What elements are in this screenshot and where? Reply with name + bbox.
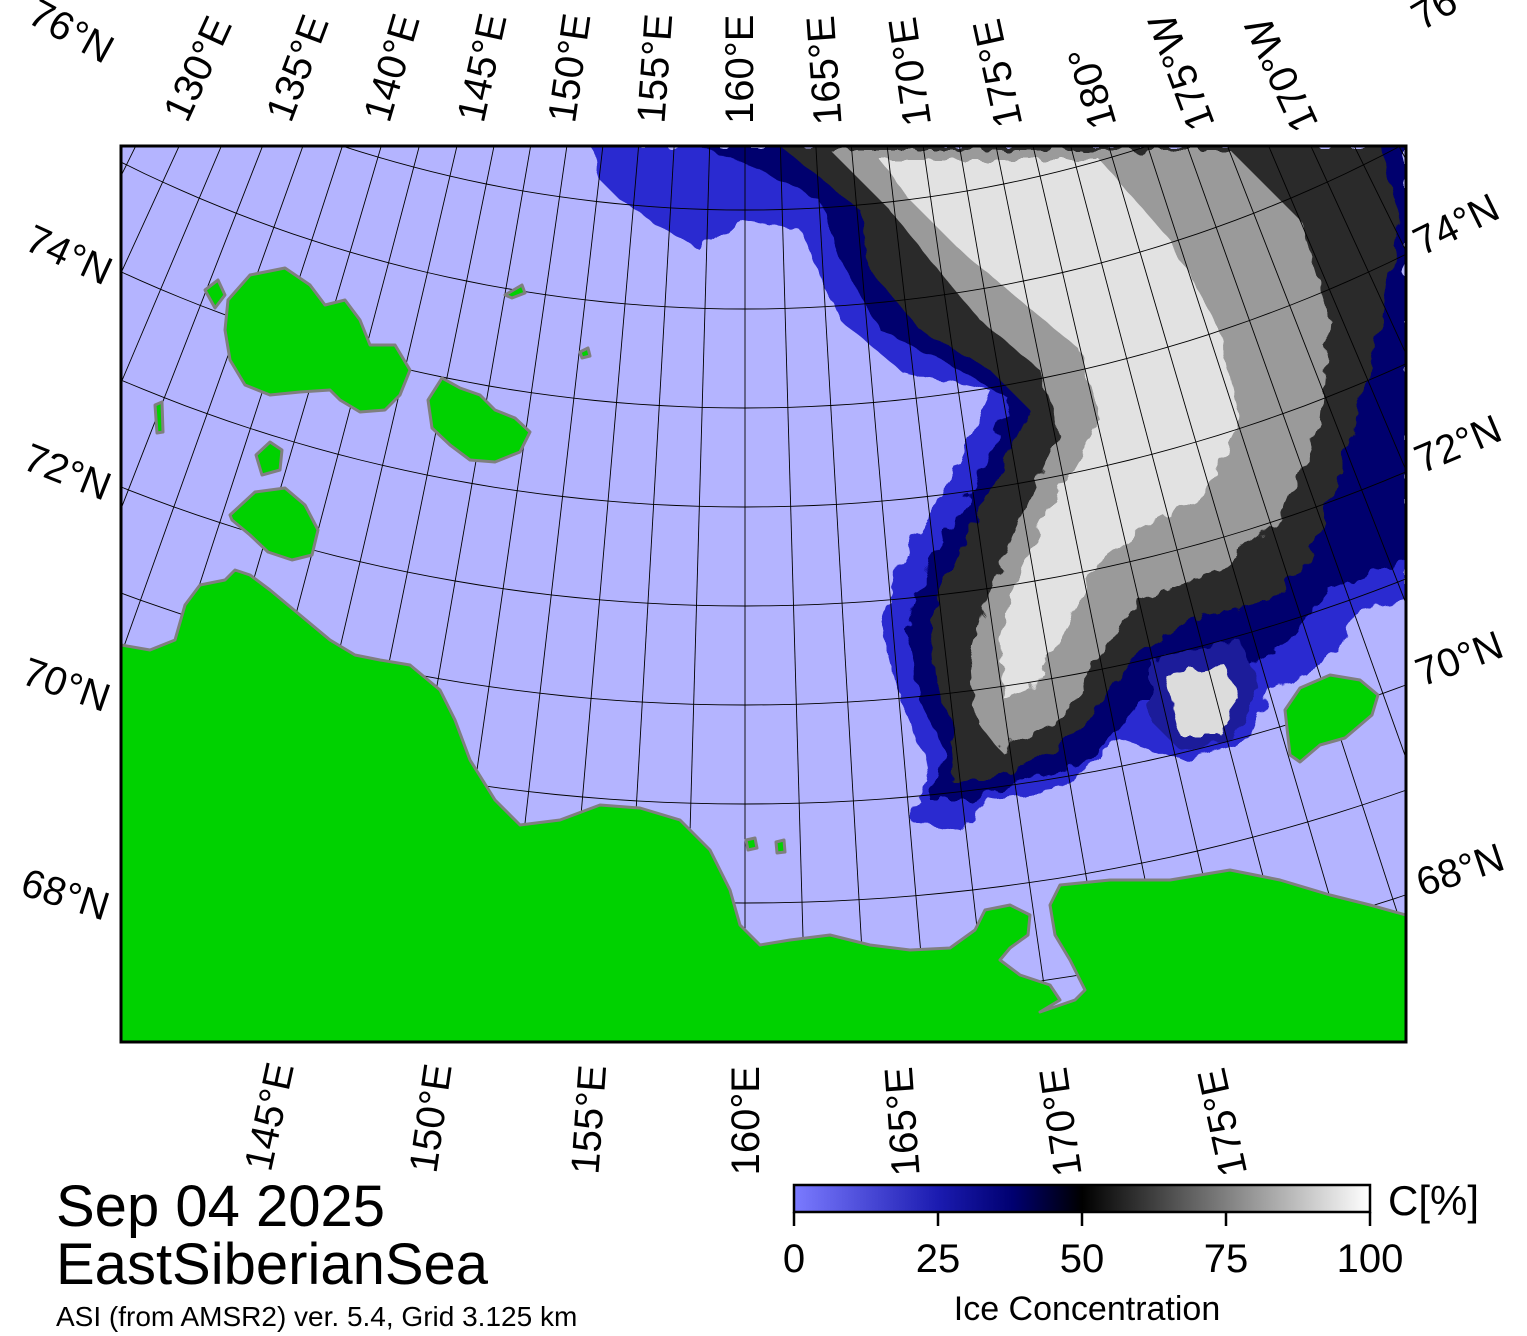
top-lon-tick-label: 170°E bbox=[881, 14, 940, 129]
colorbar: 0 25 50 75 100 C[%] Ice Concentration bbox=[783, 1177, 1479, 1328]
left-lat-tick-label: 68°N bbox=[16, 861, 114, 930]
bottom-lon-tick-label: 170°E bbox=[1032, 1065, 1091, 1180]
top-lon-tick-label: 175°E bbox=[965, 15, 1031, 131]
island-tiny-1 bbox=[153, 400, 165, 435]
colorbar-tick-label: 100 bbox=[1337, 1237, 1404, 1281]
island-bear-1 bbox=[744, 836, 759, 852]
top-lon-tick-label: 175°W bbox=[1140, 8, 1223, 136]
source-label: ASI (from AMSR2) ver. 5.4, Grid 3.125 km bbox=[56, 1301, 577, 1332]
top-lon-tick-label: 145°E bbox=[449, 10, 515, 126]
meridian-line bbox=[121, 146, 264, 511]
island-new-siberia bbox=[426, 376, 532, 464]
right-lat-tick-label: 74°N bbox=[1407, 185, 1507, 264]
top-lon-tick-label: 150°E bbox=[540, 11, 599, 126]
top-lon-tick-label: 130°E bbox=[155, 10, 241, 128]
top-lon-tick-label: 135°E bbox=[258, 9, 338, 127]
island-kotelny bbox=[223, 266, 412, 414]
island-wrangel bbox=[1283, 673, 1380, 764]
bottom-longitude-labels: 145°E 150°E 155°E 160°E 165°E 170°E 175°E bbox=[237, 1059, 1256, 1181]
meridian-line bbox=[1226, 146, 1406, 605]
colorbar-tick-label: 0 bbox=[783, 1237, 805, 1281]
island-lyakhovsky bbox=[228, 486, 320, 562]
left-lat-tick-label: 76°N bbox=[21, 0, 121, 72]
top-lon-tick-label: 155°E bbox=[629, 12, 681, 124]
bottom-lon-tick-label: 145°E bbox=[237, 1059, 303, 1175]
top-lon-tick-label: 165°E bbox=[799, 14, 851, 126]
right-lat-tick-label: 68°N bbox=[1411, 835, 1510, 905]
landmass bbox=[121, 266, 1406, 1042]
colorbar-ticks: 0 25 50 75 100 bbox=[783, 1212, 1404, 1281]
top-lon-tick-label: 160°E bbox=[718, 15, 762, 124]
map-frame bbox=[119, 144, 1408, 1044]
colorbar-gradient bbox=[792, 1183, 1372, 1214]
date-label: Sep 04 2025 bbox=[56, 1174, 385, 1239]
left-lat-tick-label: 70°N bbox=[17, 650, 116, 721]
island-faddeyevsky bbox=[254, 440, 284, 477]
left-lat-tick-label: 74°N bbox=[19, 217, 119, 294]
top-lon-tick-label: 140°E bbox=[356, 9, 429, 126]
top-lon-tick-label: 170°W bbox=[1237, 10, 1327, 138]
colorbar-tick-label: 75 bbox=[1204, 1237, 1249, 1281]
right-lat-tick-label: 70°N bbox=[1410, 623, 1509, 695]
island-small-nw bbox=[203, 278, 227, 310]
right-lat-tick-label: 72°N bbox=[1408, 407, 1507, 482]
bottom-lon-tick-label: 160°E bbox=[724, 1066, 768, 1175]
bottom-lon-tick-label: 155°E bbox=[563, 1063, 615, 1175]
meridian-line bbox=[922, 146, 1053, 1042]
right-latitude-labels: 76°N 74°N 72°N 70°N 68°N bbox=[1404, 0, 1509, 905]
top-lon-tick-label: 180° bbox=[1060, 42, 1126, 134]
island-bear-2 bbox=[774, 838, 787, 855]
bottom-lon-tick-label: 175°E bbox=[1190, 1064, 1256, 1180]
map-area bbox=[121, 146, 1406, 1042]
colorbar-tick-label: 50 bbox=[1060, 1237, 1105, 1281]
colorbar-tick-label: 25 bbox=[916, 1237, 961, 1281]
island-tiny-3 bbox=[578, 346, 592, 360]
region-label: EastSiberianSea bbox=[56, 1232, 489, 1297]
right-lat-tick-label: 76°N bbox=[1404, 0, 1503, 39]
colorbar-unit: C[%] bbox=[1388, 1177, 1479, 1224]
top-longitude-labels: 130°E 135°E 140°E 145°E 150°E 155°E 160°E 165°E… bbox=[155, 8, 1327, 139]
sea-ice-field bbox=[590, 146, 1406, 830]
colorbar-label: Ice Concentration bbox=[954, 1290, 1221, 1328]
bottom-lon-tick-label: 150°E bbox=[402, 1061, 461, 1176]
bottom-lon-tick-label: 165°E bbox=[877, 1065, 929, 1177]
left-lat-tick-label: 72°N bbox=[18, 436, 117, 510]
meridian-line bbox=[121, 146, 304, 656]
mainland-siberia bbox=[121, 568, 1406, 1042]
island-tiny-2 bbox=[503, 283, 527, 300]
meridian-line bbox=[1186, 146, 1406, 760]
left-latitude-labels: 76°N 74°N 72°N 70°N 68°N bbox=[16, 0, 121, 929]
